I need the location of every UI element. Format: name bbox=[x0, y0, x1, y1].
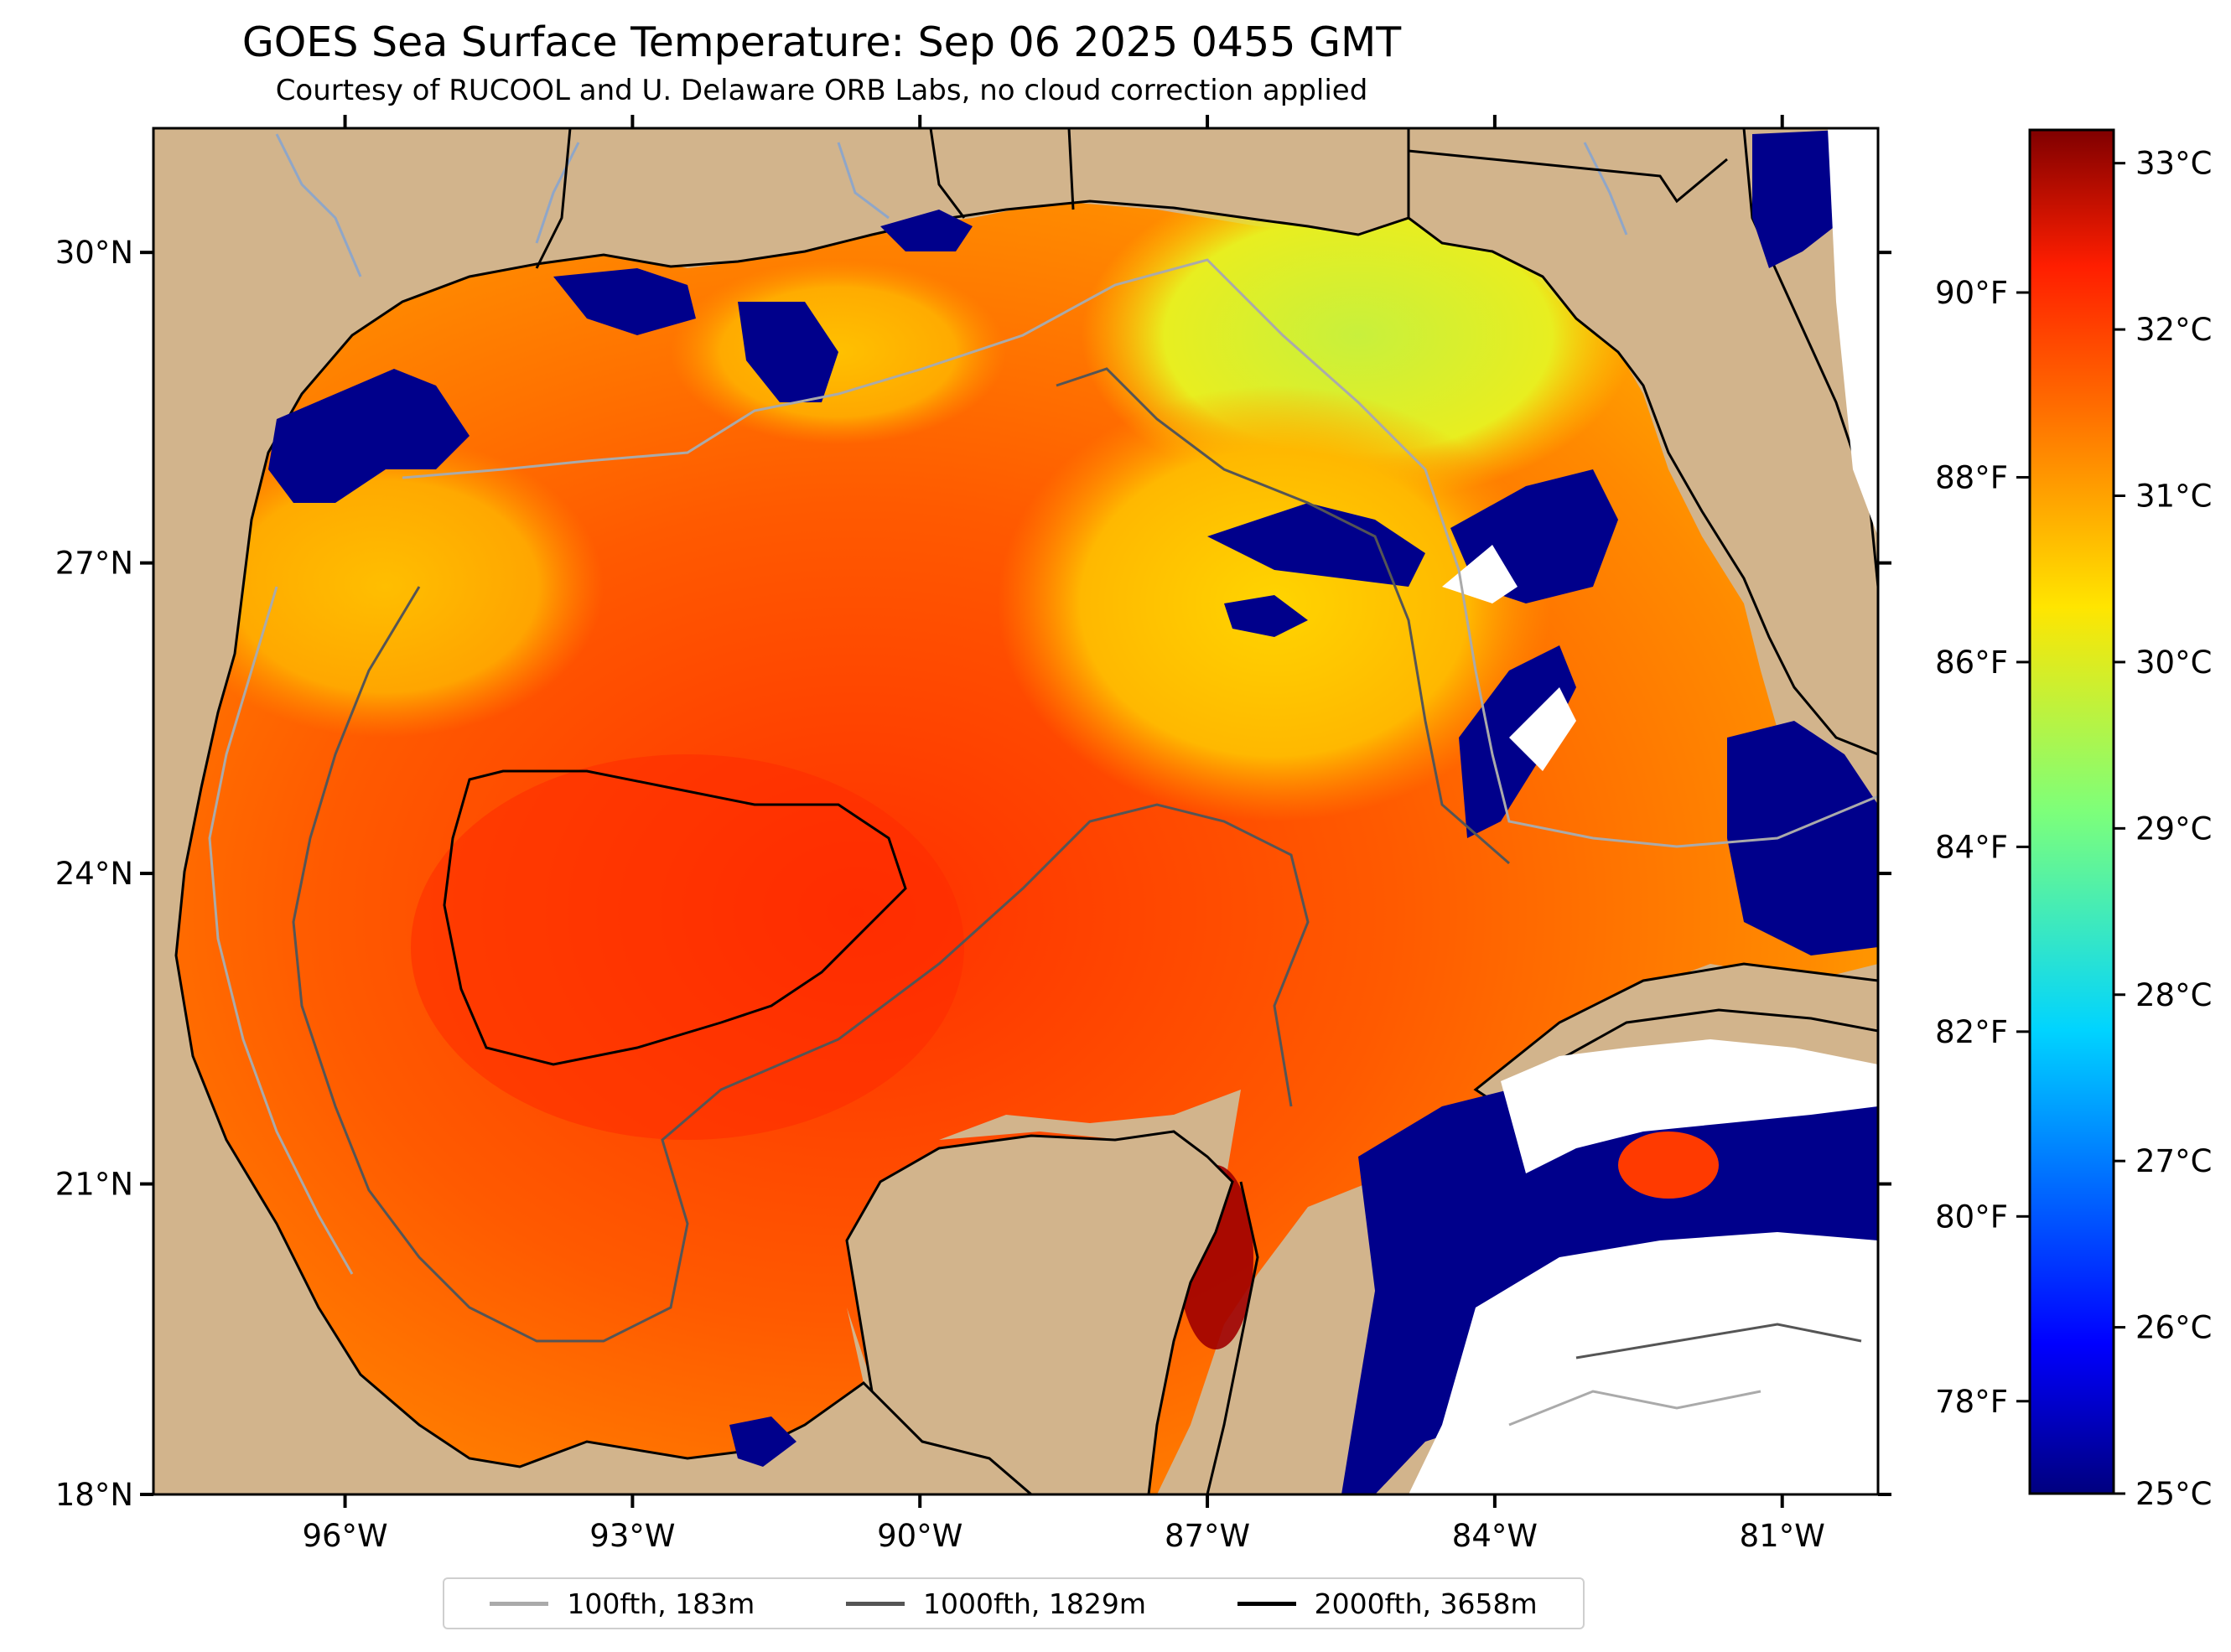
fahrenheit-tick-label: 80°F bbox=[1935, 1199, 2008, 1235]
colorbar-tick-label: 26°C bbox=[2135, 1310, 2212, 1346]
fahrenheit-tick-label: 78°F bbox=[1935, 1384, 2008, 1420]
map-area bbox=[153, 128, 1878, 1494]
fahrenheit-tick-label: 90°F bbox=[1935, 275, 2008, 311]
yellow-west bbox=[168, 436, 604, 738]
lat-tick-label: 27°N bbox=[55, 546, 133, 582]
legend-line-1000fth bbox=[846, 1601, 905, 1606]
legend-label-2000fth: 2000fth, 3658m bbox=[1314, 1587, 1538, 1620]
map-subtitle: Courtesy of RUCOOL and U. Delaware ORB L… bbox=[275, 74, 1368, 107]
colorbar-gradient bbox=[2028, 128, 2115, 1495]
warm-core bbox=[411, 754, 964, 1140]
state-borders bbox=[535, 128, 1728, 269]
lon-tick-label: 96°W bbox=[302, 1518, 387, 1554]
map-title: GOES Sea Surface Temperature: Sep 06 202… bbox=[241, 18, 1402, 66]
lat-tick-label: 18°N bbox=[55, 1477, 133, 1513]
lon-tick-label: 84°W bbox=[1452, 1518, 1538, 1554]
legend-label-100fth: 100fth, 183m bbox=[567, 1587, 755, 1620]
colorbar-tick-label: 32°C bbox=[2135, 312, 2212, 348]
bathymetry-legend: 100fth, 183m 1000fth, 1829m 2000fth, 365… bbox=[443, 1577, 1585, 1629]
lon-tick-label: 93°W bbox=[589, 1518, 675, 1554]
colorbar-tick-label: 25°C bbox=[2135, 1476, 2212, 1512]
bathymetry-contours bbox=[208, 258, 1878, 1494]
legend-item-2000fth: 2000fth, 3658m bbox=[1237, 1587, 1538, 1620]
fahrenheit-tick-label: 82°F bbox=[1935, 1014, 2008, 1050]
lat-tick-label: 24°N bbox=[55, 856, 133, 892]
map-frame bbox=[152, 127, 1880, 1496]
fahrenheit-axis: 90°F 88°F 86°F 84°F 82°F 80°F 78°F bbox=[1935, 275, 2030, 1420]
colorbar: 33°C 32°C 31°C 30°C 29°C 28°C 27°C 26°C 25°C bbox=[2028, 128, 2212, 1512]
colorbar-ticks: 33°C 32°C 31°C 30°C 29°C 28°C 27°C 26°C 25°C bbox=[2114, 146, 2212, 1512]
latitude-axis: 30°N 27°N 24°N 21°N 18°N bbox=[55, 235, 1891, 1513]
colorbar-tick-label: 27°C bbox=[2135, 1143, 2212, 1179]
longitude-axis: 96°W 93°W 90°W 87°W 84°W 81°W bbox=[302, 115, 1825, 1554]
fahrenheit-tick-label: 86°F bbox=[1935, 645, 2008, 681]
lon-tick-label: 90°W bbox=[877, 1518, 962, 1554]
legend-item-1000fth: 1000fth, 1829m bbox=[846, 1587, 1146, 1620]
lat-tick-label: 21°N bbox=[55, 1167, 133, 1203]
legend-label-1000fth: 1000fth, 1829m bbox=[923, 1587, 1146, 1620]
fahrenheit-tick-label: 84°F bbox=[1935, 829, 2008, 865]
legend-line-100fth bbox=[490, 1601, 549, 1606]
florida-land bbox=[1407, 128, 1878, 756]
colorbar-tick-label: 31°C bbox=[2135, 479, 2212, 515]
colorbar-tick-label: 28°C bbox=[2135, 977, 2212, 1013]
lon-tick-label: 87°W bbox=[1165, 1518, 1250, 1554]
rivers bbox=[275, 133, 1628, 277]
legend-line-2000fth bbox=[1237, 1601, 1296, 1606]
lon-tick-label: 81°W bbox=[1740, 1518, 1825, 1554]
warm-patch-east bbox=[1618, 1132, 1719, 1199]
lat-tick-label: 30°N bbox=[55, 235, 133, 271]
colorbar-tick-label: 33°C bbox=[2135, 146, 2212, 182]
colorbar-tick-label: 30°C bbox=[2135, 645, 2212, 681]
legend-item-100fth: 100fth, 183m bbox=[490, 1587, 755, 1620]
no-data-areas bbox=[1409, 128, 1878, 1494]
fahrenheit-tick-label: 88°F bbox=[1935, 459, 2008, 495]
colorbar-tick-label: 29°C bbox=[2135, 810, 2212, 847]
